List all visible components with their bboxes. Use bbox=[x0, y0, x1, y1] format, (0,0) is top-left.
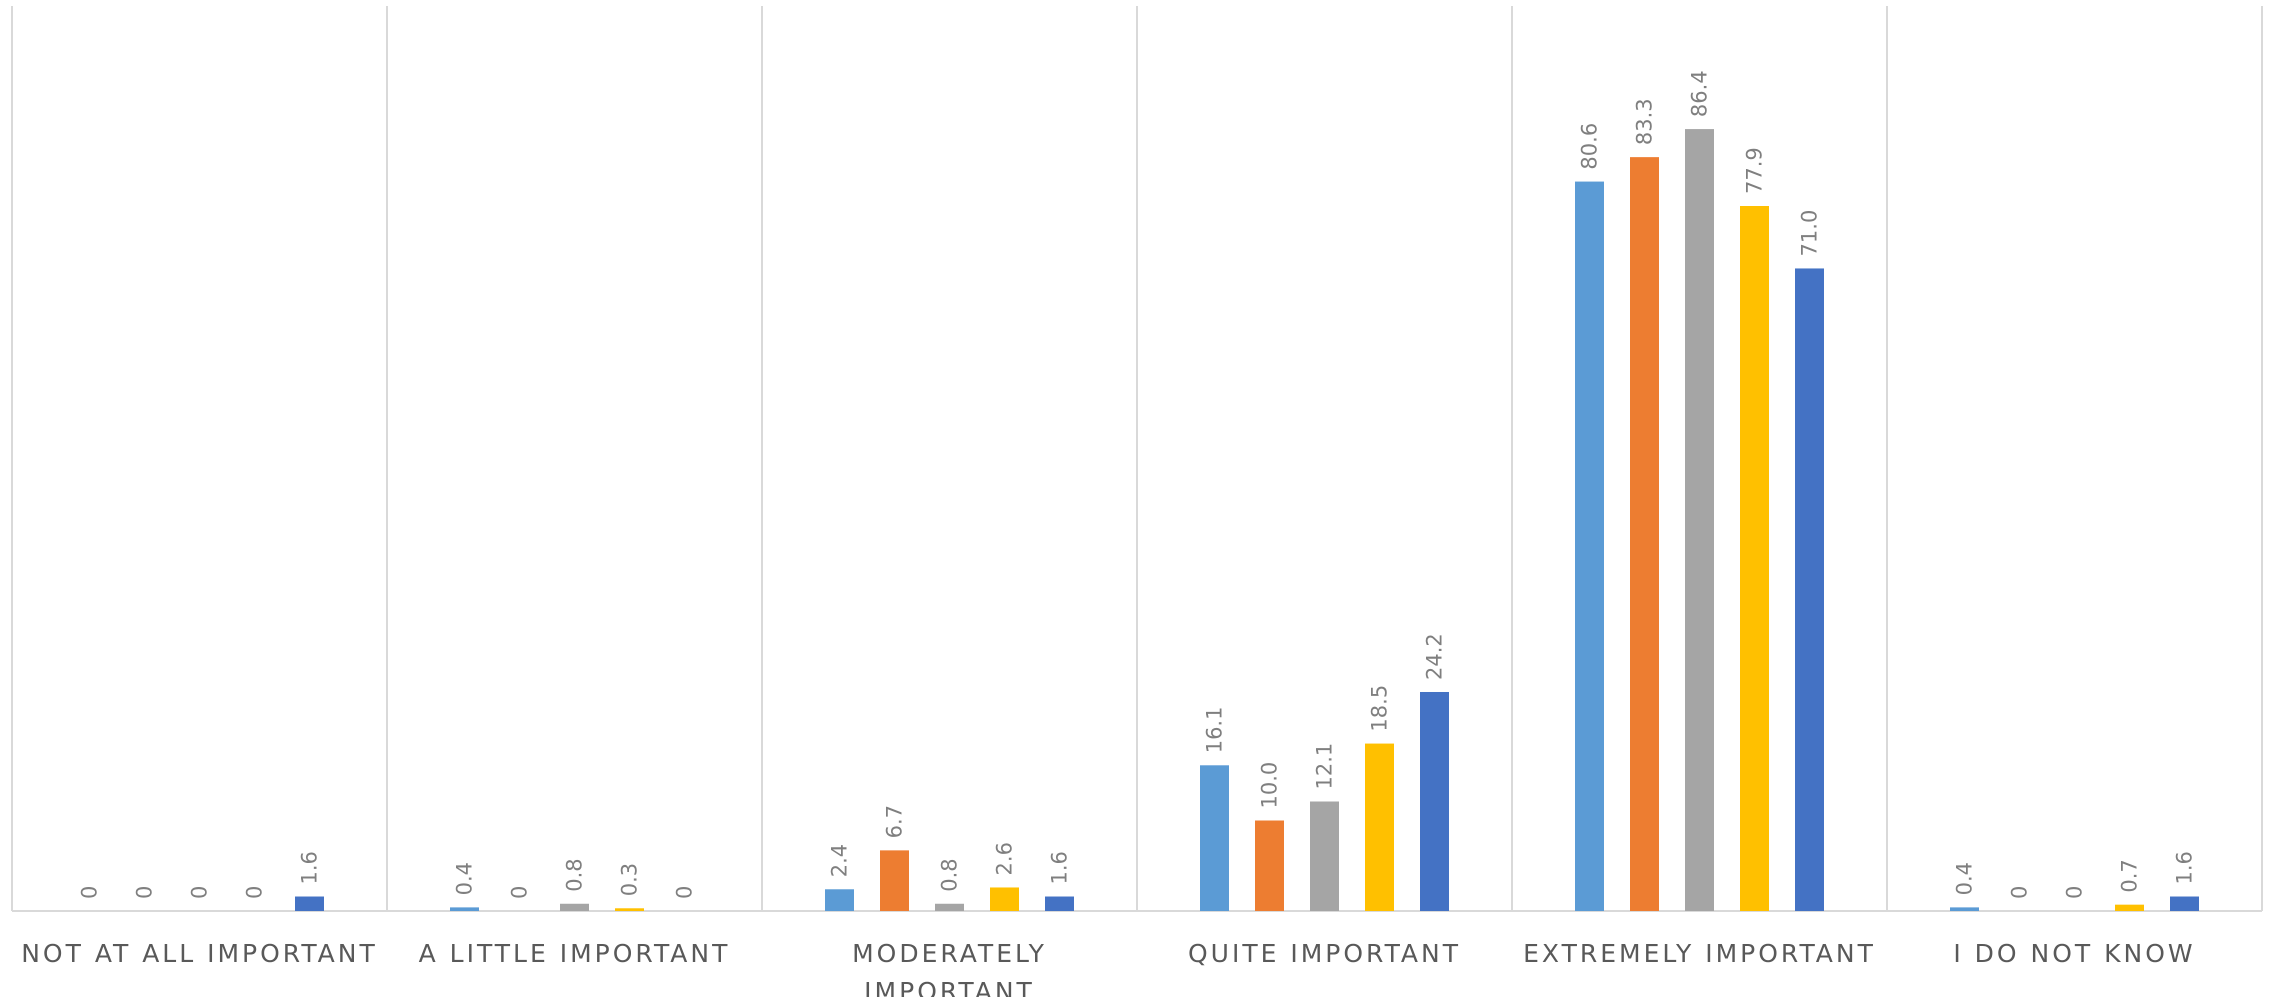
bar bbox=[1420, 691, 1449, 911]
bar bbox=[295, 896, 324, 911]
data-label: 1.6 bbox=[1048, 851, 1072, 884]
label-layer: 0 0 0 0 1.6 0.4 0 0.8 0.3 0 2.4 6.7 0.8 2.6 1.6 16.1 10.… bbox=[78, 70, 2197, 899]
data-label: 6.7 bbox=[883, 805, 907, 838]
bar bbox=[1630, 157, 1659, 911]
data-label: 0 bbox=[133, 886, 157, 899]
bar bbox=[1045, 896, 1074, 911]
bar bbox=[935, 903, 964, 911]
data-label: 0.3 bbox=[618, 863, 642, 896]
data-label: 16.1 bbox=[1203, 707, 1227, 754]
bar bbox=[450, 907, 479, 911]
data-label: 71.0 bbox=[1798, 210, 1822, 257]
category-label: IMPORTANT bbox=[864, 977, 1035, 997]
category-layer: NOT AT ALL IMPORTANT A LITTLE IMPORTANT MO… bbox=[21, 939, 2195, 997]
bar bbox=[560, 903, 589, 911]
data-label: 80.6 bbox=[1578, 123, 1602, 170]
data-label: 0.4 bbox=[1953, 862, 1977, 895]
data-label: 10.0 bbox=[1258, 762, 1282, 809]
category-label: QUITE IMPORTANT bbox=[1188, 939, 1461, 968]
bar bbox=[1255, 820, 1284, 911]
data-label: 0.7 bbox=[2118, 859, 2142, 892]
data-label: 0.8 bbox=[563, 858, 587, 891]
data-label: 86.4 bbox=[1688, 70, 1712, 117]
data-label: 1.6 bbox=[298, 851, 322, 884]
bar bbox=[1365, 743, 1394, 911]
bar bbox=[1575, 181, 1604, 911]
data-label: 2.6 bbox=[993, 842, 1017, 875]
category-label: I DO NOT KNOW bbox=[1953, 939, 2195, 968]
grid-layer bbox=[11, 6, 2263, 912]
bar-layer bbox=[295, 129, 2199, 911]
bar bbox=[1950, 907, 1979, 911]
category-label: MODERATELY bbox=[852, 939, 1047, 968]
bar bbox=[1310, 801, 1339, 911]
bar bbox=[1200, 765, 1229, 911]
data-label: 0 bbox=[673, 886, 697, 899]
data-label: 18.5 bbox=[1368, 685, 1392, 732]
data-label: 2.4 bbox=[828, 844, 852, 877]
bar bbox=[615, 908, 644, 911]
data-label: 0 bbox=[508, 886, 532, 899]
data-label: 12.1 bbox=[1313, 743, 1337, 790]
data-label: 24.2 bbox=[1423, 633, 1447, 680]
bar bbox=[825, 889, 854, 911]
bar bbox=[990, 887, 1019, 911]
data-label: 0 bbox=[2008, 886, 2032, 899]
data-label: 1.6 bbox=[2173, 851, 2197, 884]
category-label: A LITTLE IMPORTANT bbox=[419, 939, 731, 968]
bar bbox=[2115, 904, 2144, 911]
data-label: 0 bbox=[188, 886, 212, 899]
data-label: 0 bbox=[243, 886, 267, 899]
data-label: 0 bbox=[78, 886, 102, 899]
data-label: 0.8 bbox=[938, 858, 962, 891]
data-label: 83.3 bbox=[1633, 98, 1657, 145]
bar bbox=[880, 850, 909, 911]
data-label: 77.9 bbox=[1743, 147, 1767, 194]
bar bbox=[1795, 268, 1824, 911]
data-label: 0 bbox=[2063, 886, 2087, 899]
bar bbox=[2170, 896, 2199, 911]
bar bbox=[1740, 206, 1769, 911]
category-label: NOT AT ALL IMPORTANT bbox=[21, 939, 378, 968]
data-label: 0.4 bbox=[453, 862, 477, 895]
bar bbox=[1685, 129, 1714, 911]
category-label: EXTREMELY IMPORTANT bbox=[1523, 939, 1876, 968]
